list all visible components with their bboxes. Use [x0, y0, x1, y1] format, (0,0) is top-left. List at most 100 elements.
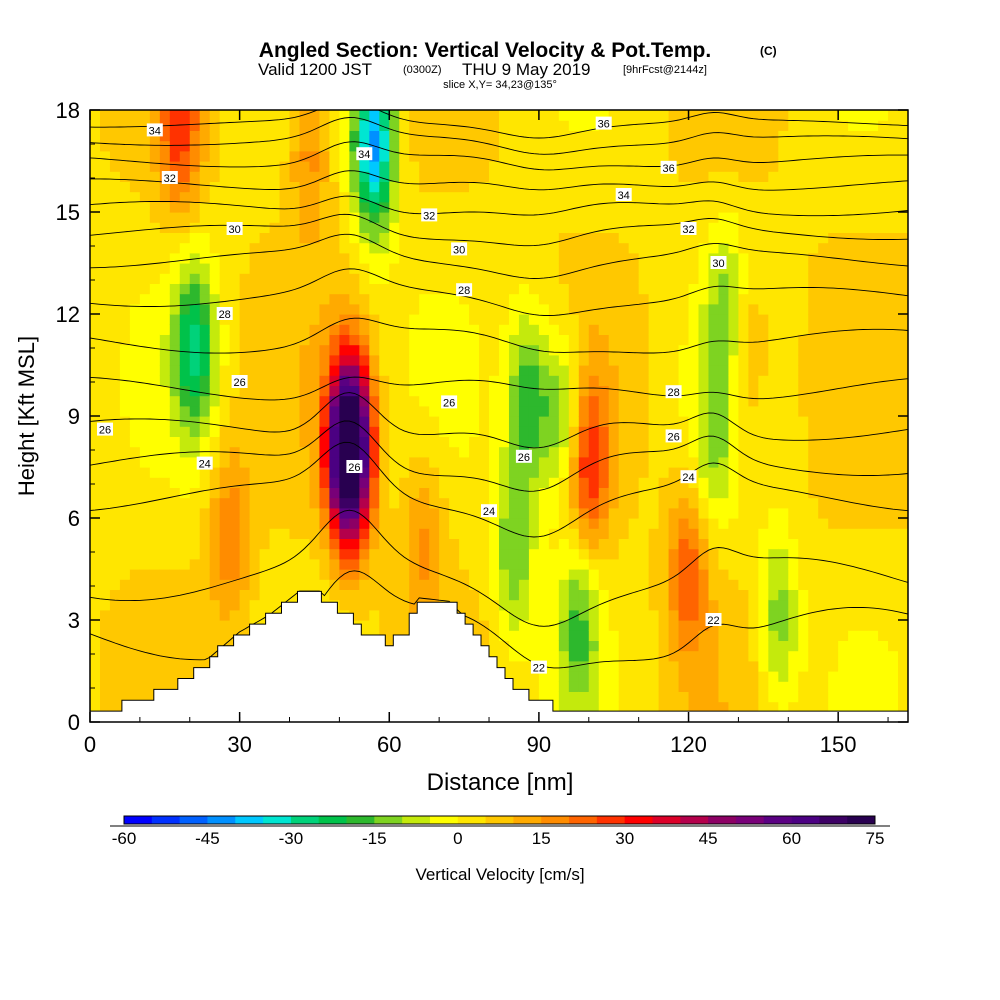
field-cell: [748, 201, 759, 213]
field-cell: [179, 171, 191, 182]
field-cell: [638, 426, 650, 437]
field-cell: [179, 589, 191, 601]
field-cell: [578, 201, 590, 213]
field-cell: [209, 497, 221, 509]
field-cell: [179, 436, 191, 448]
field-cell: [379, 334, 390, 346]
field-cell: [608, 222, 620, 233]
field-cell: [518, 477, 530, 488]
field-cell: [339, 191, 350, 203]
field-cell: [718, 579, 730, 590]
field-cell: [399, 130, 410, 142]
field-cell: [449, 181, 460, 193]
field-cell: [598, 171, 610, 182]
field-cell: [608, 660, 620, 672]
field-cell: [678, 599, 690, 611]
field-cell: [568, 681, 580, 692]
field-cell: [299, 150, 311, 162]
field-cell: [379, 467, 390, 478]
field-cell: [369, 283, 380, 295]
field-cell: [818, 579, 829, 590]
field-cell: [499, 558, 510, 570]
field-cell: [199, 171, 211, 182]
field-cell: [528, 538, 540, 550]
field-cell: [419, 436, 430, 448]
field-cell: [439, 558, 450, 570]
field-cell: [538, 630, 550, 641]
field-cell: [668, 538, 680, 550]
field-cell: [838, 569, 849, 580]
field-cell: [149, 110, 161, 121]
field-cell: [159, 630, 171, 641]
field-cell: [578, 150, 590, 162]
field-cell: [299, 120, 311, 131]
field-cell: [109, 701, 121, 713]
field-cell: [648, 171, 660, 182]
field-cell: [698, 212, 710, 223]
field-cell: [279, 212, 291, 223]
field-cell: [558, 467, 570, 478]
field-cell: [818, 650, 829, 662]
field-cell: [848, 120, 859, 131]
field-cell: [179, 518, 191, 529]
field-cell: [169, 212, 181, 223]
field-cell: [888, 630, 899, 641]
field-cell: [209, 201, 221, 213]
field-cell: [109, 650, 121, 662]
field-cell: [429, 548, 440, 560]
field-cell: [698, 660, 710, 672]
field-cell: [329, 324, 340, 335]
field-cell: [598, 263, 610, 274]
field-cell: [479, 558, 490, 570]
field-cell: [808, 303, 819, 315]
field-cell: [239, 140, 251, 152]
field-cell: [608, 130, 620, 142]
field-cell: [708, 416, 720, 427]
field-cell: [828, 487, 839, 499]
field-cell: [568, 405, 580, 417]
field-cell: [758, 120, 769, 131]
field-cell: [179, 181, 191, 193]
field-cell: [588, 191, 600, 203]
field-cell: [788, 283, 799, 295]
field-cell: [678, 161, 690, 172]
field-cell: [159, 252, 171, 264]
field-cell: [608, 528, 620, 539]
field-cell: [678, 620, 690, 631]
field-cell: [638, 232, 650, 244]
field-cell: [748, 660, 759, 672]
field-cell: [658, 487, 670, 499]
field-cell: [499, 324, 510, 335]
field-cell: [149, 273, 161, 284]
field-cell: [379, 140, 390, 152]
field-cell: [648, 477, 660, 488]
field-cell: [858, 191, 869, 203]
field-cell: [598, 446, 610, 458]
field-cell: [788, 650, 799, 662]
field-cell: [349, 436, 360, 448]
field-cell: [888, 691, 899, 703]
field-cell: [269, 120, 281, 131]
field-cell: [129, 263, 141, 274]
field-cell: [279, 222, 291, 233]
field-cell: [568, 283, 580, 295]
field-cell: [808, 242, 819, 254]
field-cell: [748, 487, 759, 499]
field-cell: [618, 303, 630, 315]
field-cell: [469, 538, 480, 550]
field-cell: [309, 263, 321, 274]
field-cell: [239, 579, 251, 590]
field-cell: [359, 181, 370, 193]
field-cell: [878, 263, 889, 274]
field-cell: [678, 446, 690, 458]
field-cell: [259, 569, 271, 580]
field-cell: [888, 120, 899, 131]
field-cell: [219, 201, 231, 213]
field-cell: [159, 477, 171, 488]
field-cell: [888, 446, 899, 458]
field-cell: [279, 467, 291, 478]
field-cell: [90, 405, 101, 417]
field-cell: [648, 416, 660, 427]
field-cell: [129, 232, 141, 244]
field-cell: [419, 324, 430, 335]
